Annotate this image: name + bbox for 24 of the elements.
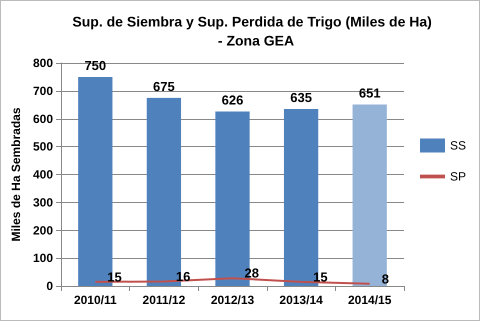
y-tick-label: 400 xyxy=(32,168,54,182)
y-tick-label: 0 xyxy=(46,279,54,293)
y-tick-label: 300 xyxy=(32,195,54,210)
x-tick-label: 2014/15 xyxy=(348,293,392,307)
y-axis-title: Miles de Ha Sembradas xyxy=(9,107,24,242)
data-label: 675 xyxy=(153,78,175,94)
y-tick-label: 200 xyxy=(32,223,54,238)
y-tick-label: 100 xyxy=(32,251,54,266)
legend-label: SS xyxy=(450,138,466,152)
y-tick-label: 500 xyxy=(32,140,54,154)
x-tick-label: 2012/13 xyxy=(210,293,255,307)
chart-title: Sup. de Siembra y Sup. Perdida de Trigo (Miles de Ha) - Zona GEA xyxy=(72,14,440,48)
y-tick-label: 700 xyxy=(32,84,54,98)
data-label: 651 xyxy=(358,86,381,101)
y-tick-label: 600 xyxy=(32,112,54,126)
data-label: 750 xyxy=(84,58,106,73)
x-tick-label: 2013/14 xyxy=(279,293,324,307)
data-label: 635 xyxy=(290,90,312,105)
x-tick-label: 2010/11 xyxy=(74,293,117,307)
y-tick-label: 800 xyxy=(32,56,54,70)
legend-label: SP xyxy=(450,170,466,184)
x-tick-label: 2011/12 xyxy=(142,293,186,307)
data-label: 626 xyxy=(222,92,244,108)
data-label: 8 xyxy=(382,271,389,286)
